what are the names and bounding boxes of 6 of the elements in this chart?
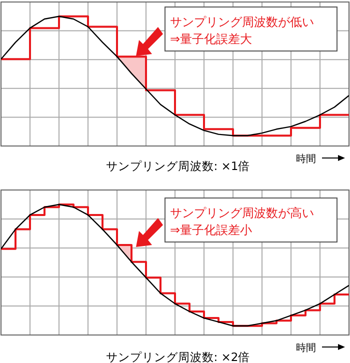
x-axis-title: 時間: [296, 342, 316, 354]
text: サンプリング周波数: ×1倍: [106, 159, 250, 173]
text: サンプリング周波数: ×2倍: [106, 350, 250, 363]
annotation: サンプリング周波数が高い ⇒量子化誤差小: [170, 206, 314, 237]
annotation: サンプリング周波数が低い ⇒量子化誤差大: [170, 15, 314, 46]
x-axis-title: 時間: [296, 153, 316, 165]
